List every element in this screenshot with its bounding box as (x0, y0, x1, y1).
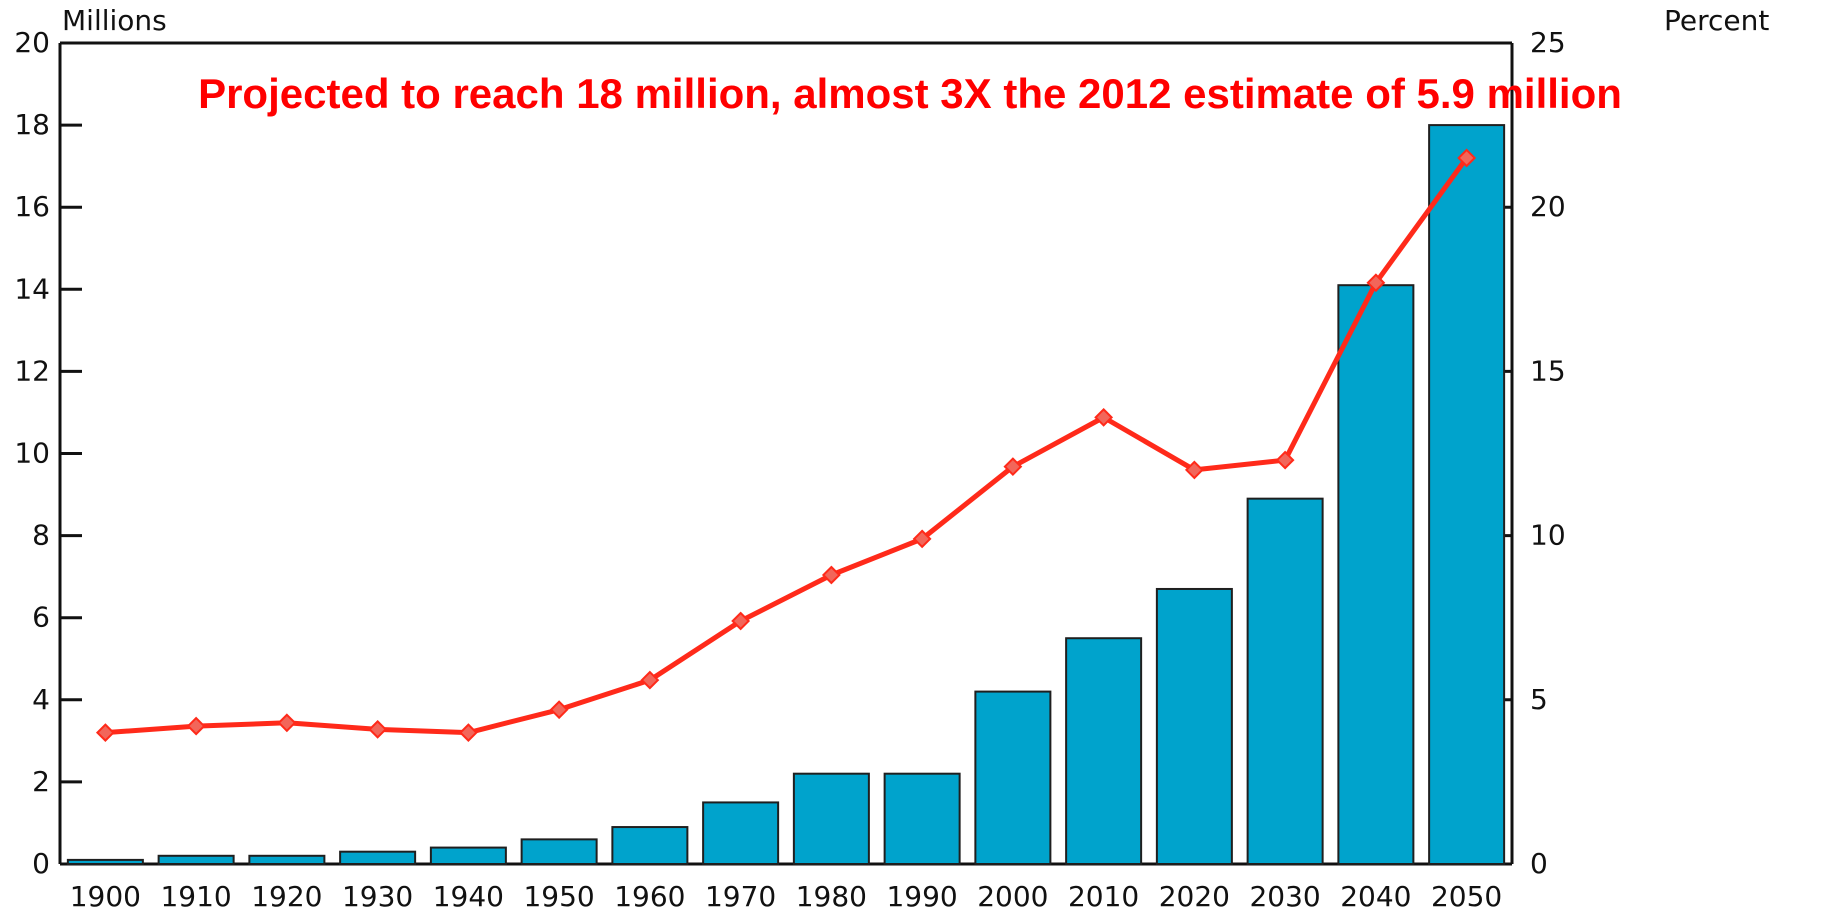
x-axis-tick-label: 1970 (705, 880, 776, 913)
bar-1900 (66, 858, 144, 866)
line-point-2050 (1457, 148, 1477, 168)
right-axis-tick-label: 5 (1530, 683, 1548, 716)
line-point-1900 (95, 723, 115, 743)
x-axis-tick-label: 2050 (1431, 880, 1502, 913)
bar-2030 (1246, 497, 1324, 865)
bar-1940 (429, 846, 507, 866)
bar-2010 (1065, 637, 1143, 865)
line-layer (95, 148, 1477, 743)
bar-1950 (520, 838, 598, 865)
x-axis-tick-label: 1960 (614, 880, 685, 913)
line-point-2030 (1275, 450, 1295, 470)
bar-2000 (974, 690, 1052, 866)
left-axis-tick-label: 18 (14, 108, 50, 141)
left-axis-tick-label: 16 (14, 190, 50, 223)
x-axis-tick-label: 1910 (160, 880, 231, 913)
x-axis-tick-label: 1900 (70, 880, 141, 913)
bar-1980 (792, 772, 870, 865)
left-axis-tick-label: 12 (14, 354, 50, 387)
right-axis-tick-label: 20 (1530, 190, 1566, 223)
left-axis-tick-label: 2 (32, 765, 50, 798)
bar-1910 (157, 854, 235, 865)
left-axis-title: Millions (62, 4, 167, 37)
left-axis-tick-label: 14 (14, 272, 50, 305)
x-axis-tick-label: 1980 (796, 880, 867, 913)
bar-1960 (611, 826, 689, 865)
left-axis-tick-label: 20 (14, 26, 50, 59)
line-point-2010 (1094, 407, 1114, 427)
line-point-1970 (731, 611, 751, 631)
line-point-1960 (640, 670, 660, 690)
left-axis-tick-label: 6 (32, 601, 50, 634)
x-axis-tick-label: 1950 (523, 880, 594, 913)
right-axis-tick-label: 15 (1530, 354, 1566, 387)
line-point-1940 (458, 723, 478, 743)
left-axis-tick-label: 10 (14, 437, 50, 470)
x-axis-tick-label: 2040 (1340, 880, 1411, 913)
bars-layer (66, 124, 1506, 866)
bar-1930 (339, 850, 417, 865)
x-axis-tick-label: 2010 (1068, 880, 1139, 913)
line-point-1980 (821, 565, 841, 585)
line-point-2020 (1184, 460, 1204, 480)
bar-1920 (248, 854, 326, 865)
bar-2040 (1337, 284, 1415, 865)
line-point-1950 (549, 700, 569, 720)
x-axis-tick-label: 1920 (251, 880, 322, 913)
labels-layer: 0 2 4 6 8 10 12 14 16 18 20 0 5 10 15 20 25 1900 1910 1920 1… (14, 26, 1565, 913)
x-axis-tick-label: 1940 (433, 880, 504, 913)
x-axis-tick-label: 2000 (977, 880, 1048, 913)
left-axis-tick-label: 8 (32, 519, 50, 552)
left-axis-tick-label: 0 (32, 847, 50, 880)
line-point-2000 (1003, 457, 1023, 477)
line-point-2040 (1366, 273, 1386, 293)
x-axis-tick-label: 1990 (886, 880, 957, 913)
bar-2050 (1428, 124, 1506, 866)
x-axis-tick-label: 1930 (342, 880, 413, 913)
line-point-1920 (277, 713, 297, 733)
right-axis-tick-label: 25 (1530, 26, 1566, 59)
x-axis-tick-label: 2020 (1159, 880, 1230, 913)
percent-line (102, 155, 1470, 736)
right-axis-tick-label: 10 (1530, 519, 1566, 552)
line-point-1930 (368, 719, 388, 739)
left-axis-tick-label: 4 (32, 683, 50, 716)
line-point-1910 (186, 716, 206, 736)
x-axis-tick-label: 2030 (1249, 880, 1320, 913)
bar-1970 (702, 801, 780, 865)
bar-1990 (883, 772, 961, 865)
line-point-1990 (912, 529, 932, 549)
right-axis-title: Percent (1664, 4, 1769, 37)
bar-2020 (1155, 587, 1233, 866)
right-axis-tick-label: 0 (1530, 847, 1548, 880)
chart-annotation: Projected to reach 18 million, almost 3X… (198, 70, 1622, 117)
